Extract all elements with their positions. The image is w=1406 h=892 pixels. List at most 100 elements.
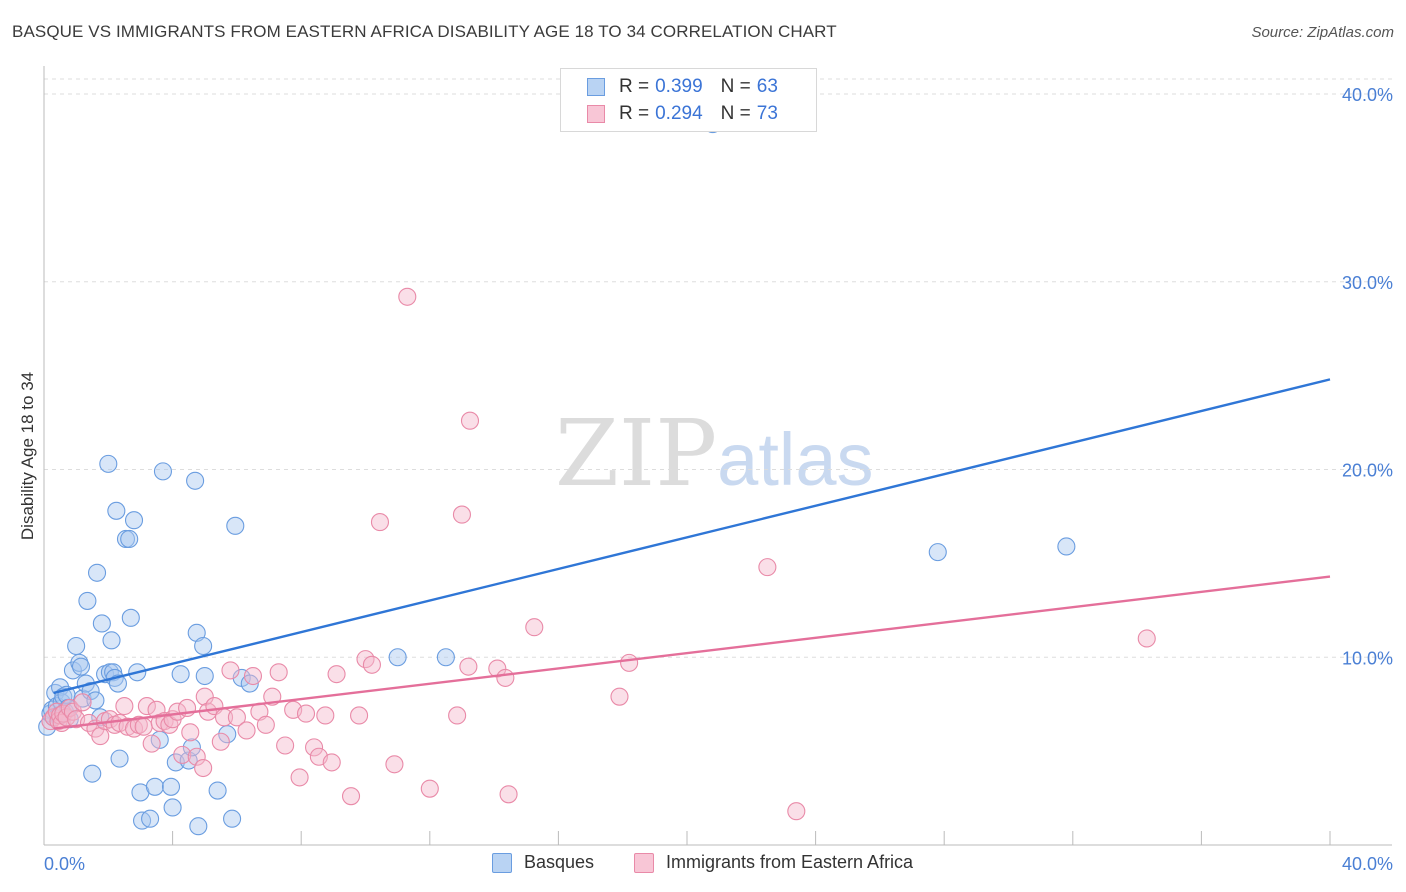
basques-point — [83, 764, 102, 783]
immigrants-point — [787, 802, 806, 821]
immigrants-point — [173, 745, 192, 764]
series-label-immigrants: Immigrants from Eastern Africa — [666, 852, 914, 872]
immigrants-point — [243, 666, 263, 686]
immigrants-point — [398, 287, 417, 306]
basques-point — [163, 798, 182, 817]
immigrants-point — [341, 787, 361, 806]
basques-point — [189, 817, 208, 836]
immigrants-point — [296, 704, 316, 723]
correlation-legend: R = 0.399 N = 63 R = 0.294 N = 73 — [560, 68, 817, 132]
basques-point — [92, 614, 111, 633]
basques-point — [141, 809, 160, 828]
immigrants-point — [142, 734, 161, 753]
legend-n-label: N = — [720, 76, 751, 97]
basques-trend-line — [53, 378, 1331, 695]
basques-point — [78, 591, 97, 610]
basques-point — [1057, 537, 1076, 556]
basques-point — [171, 665, 190, 684]
immigrants-point — [134, 717, 153, 736]
watermark-zip: ZIP — [555, 400, 718, 507]
basques-point — [223, 809, 242, 828]
source-label: Source: ZipAtlas.com — [1251, 24, 1394, 41]
watermark-atlas: atlas — [717, 418, 874, 501]
immigrants-point — [73, 693, 92, 712]
legend-r-label: R = — [619, 76, 650, 97]
immigrants-point — [256, 715, 275, 734]
immigrants-point — [1137, 629, 1156, 648]
basques-point — [186, 471, 205, 490]
immigrants-point — [195, 687, 214, 706]
legend-r-value: 0.294 — [655, 103, 703, 124]
series-legend: Basques Immigrants from Eastern Africa — [0, 852, 1406, 878]
legend-n-label: N = — [720, 103, 751, 124]
basques-point — [208, 781, 227, 800]
legend-row-immigrants: R = 0.294 N = 73 — [587, 102, 778, 126]
immigrants-point — [362, 655, 381, 674]
basques-point — [145, 777, 164, 796]
basques-point — [87, 563, 107, 582]
immigrants-point — [276, 736, 295, 755]
immigrants-point — [237, 721, 256, 740]
basques-point — [182, 738, 201, 757]
immigrants-point — [420, 779, 439, 798]
basques-point — [121, 608, 140, 627]
immigrants-point — [160, 715, 179, 734]
x-tick-label: 40.0% — [1342, 854, 1393, 874]
basques-point — [124, 511, 144, 530]
trend-layer — [53, 378, 1331, 730]
legend-row-basques: R = 0.399 N = 63 — [587, 75, 778, 99]
basques-point — [120, 529, 139, 549]
legend-swatch-basques — [587, 78, 605, 96]
immigrants-point — [269, 663, 288, 682]
immigrants-trend-line — [53, 575, 1331, 730]
series-legend-basques[interactable]: Basques — [492, 852, 594, 873]
immigrants-point — [610, 687, 629, 706]
immigrants-point — [194, 758, 213, 778]
immigrants-point — [115, 697, 134, 716]
basques-point — [71, 657, 91, 676]
y-tick-label: 20.0% — [1342, 461, 1393, 481]
immigrants-point — [91, 727, 110, 746]
legend-n-value: 73 — [756, 103, 778, 124]
immigrants-point — [620, 653, 639, 672]
y-tick-label: 10.0% — [1342, 648, 1393, 668]
immigrants-point — [385, 755, 404, 774]
immigrants-point — [187, 747, 206, 766]
immigrants-point — [305, 738, 324, 757]
series-swatch-basques — [492, 852, 512, 873]
basques-point — [161, 777, 181, 796]
immigrants-point — [525, 618, 544, 637]
basques-point — [110, 749, 129, 768]
legend-r-label: R = — [619, 103, 650, 124]
immigrants-point — [211, 732, 230, 751]
immigrants-point — [459, 657, 478, 676]
chart-title: BASQUE VS IMMIGRANTS FROM EASTERN AFRICA… — [12, 22, 837, 41]
basques-point — [67, 636, 86, 656]
basques-point — [99, 454, 118, 473]
immigrants-point — [227, 708, 246, 727]
basques-point — [436, 648, 455, 667]
immigrants-point — [316, 706, 335, 725]
immigrants-point — [350, 706, 369, 725]
watermark: ZIPatlas — [555, 400, 873, 507]
immigrants-point — [452, 505, 472, 524]
basques-point — [153, 462, 173, 481]
series-legend-immigrants[interactable]: Immigrants from Eastern Africa — [634, 852, 913, 873]
basques-point — [195, 666, 214, 686]
immigrants-point — [327, 665, 346, 684]
series-label-basques: Basques — [524, 852, 595, 872]
immigrants-point — [448, 706, 467, 725]
basques-point — [102, 631, 121, 650]
immigrants-point — [221, 661, 240, 680]
immigrants-point — [499, 785, 518, 804]
grid-layer — [44, 78, 1392, 658]
immigrants-point — [290, 768, 309, 787]
tick-layer: 10.0% 20.0% 30.0% 40.0% 0.0% 40.0% — [44, 85, 1393, 874]
y-tick-label: 30.0% — [1342, 273, 1393, 293]
series-swatch-immigrants — [634, 852, 654, 873]
immigrants-point — [322, 753, 341, 772]
basques-point — [226, 516, 245, 535]
x-tick-label: 0.0% — [44, 854, 85, 874]
y-tick-label: 40.0% — [1342, 85, 1393, 105]
